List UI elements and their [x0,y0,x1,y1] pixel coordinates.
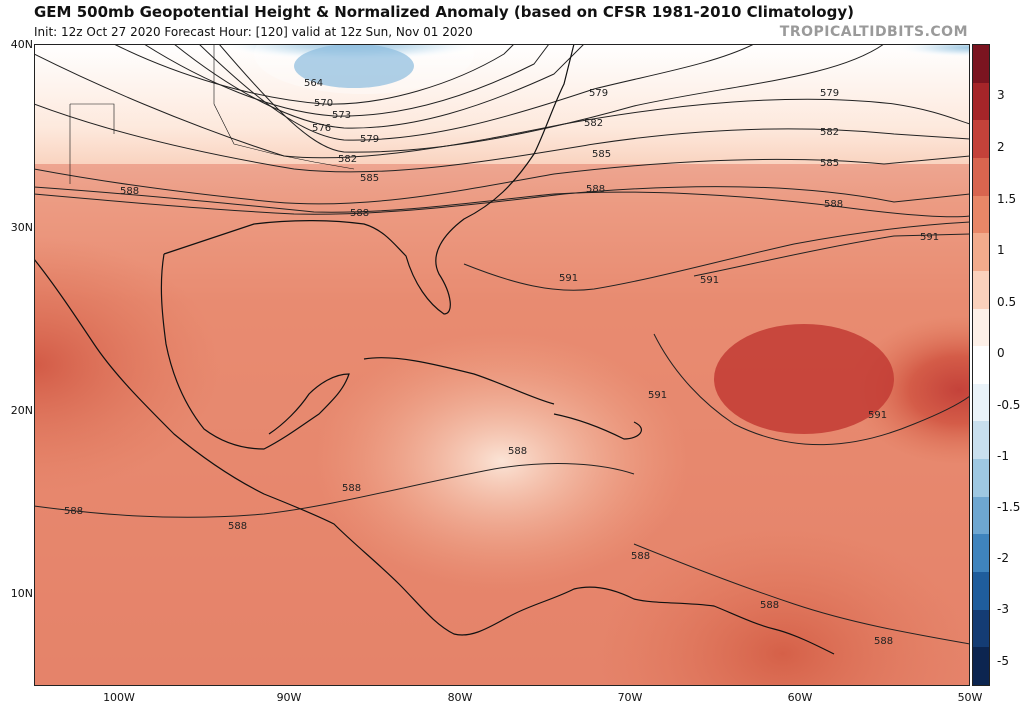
colorbar-label: 3 [997,88,1005,102]
colorbar-segment [973,308,989,347]
colorbar-segment [973,157,989,197]
lon-label: 100W [103,691,135,704]
colorbar-segment [973,82,989,121]
colorbar-label: 0 [997,346,1005,360]
colorbar-segment [973,270,989,310]
south-america-north-coast [513,586,835,655]
contour-label: 570 [314,98,333,109]
colorbar-segment [973,45,989,84]
height-contours [34,44,970,645]
contour-label: 588 [586,184,605,195]
contour-label: 588 [350,208,369,219]
colorbar-segment [973,421,989,460]
contour-label: 588 [342,483,361,494]
lon-label: 50W [957,691,983,704]
contour-label: 588 [64,506,83,517]
lon-label: 60W [787,691,813,704]
colorbar-segment [973,346,989,385]
contour-label: 588 [760,600,779,611]
lat-label: 10N [10,587,33,600]
contour-label: 585 [360,173,379,184]
contour-label: 591 [648,390,667,401]
colorbar-segment [973,233,989,272]
anomaly-map: 564 570 573 576 579 582 585 588 588 579 … [34,44,970,686]
contour-label: 591 [700,275,719,286]
cuba [363,357,555,405]
lat-label: 40N [10,38,33,51]
lat-label: 30N [10,221,33,234]
colorbar-segment [973,609,989,648]
colorbar-segment [973,383,989,422]
contour-label: 591 [559,273,578,284]
contour-label: 585 [592,149,611,160]
colorbar-label: 1.5 [997,192,1017,206]
colorbar-segment [973,195,989,234]
colorbar-segment [973,459,989,498]
map-subtitle: Init: 12z Oct 27 2020 Forecast Hour: [12… [34,25,473,39]
contour-label: 585 [820,158,839,169]
contour-label: 573 [332,110,351,121]
site-watermark: TROPICALTIDBITS.COM [779,24,968,40]
contour-label: 588 [631,551,650,562]
map-svg: 564 570 573 576 579 582 585 588 588 579 … [34,44,970,686]
contour-label: 588 [228,521,247,532]
colorbar-label: 0.5 [997,295,1017,309]
central-america-pacific-coast [34,258,515,636]
contour-label: 588 [120,186,139,197]
contour-label: 591 [920,232,939,243]
colorbar-label: -1 [997,449,1009,463]
contour-label: 582 [338,154,357,165]
contour-labels: 564 570 573 576 579 582 585 588 588 579 … [64,78,939,647]
lon-label: 80W [447,691,473,704]
colorbar-segment [973,534,989,573]
colorbar-label: -2 [997,551,1009,565]
us-gulf-east-coast [163,44,575,315]
contour-label: 579 [589,88,608,99]
map-title: GEM 500mb Geopotential Height & Normaliz… [34,3,854,21]
colorbar-label: -1.5 [997,500,1021,514]
colorbar-segment [973,120,989,159]
lon-label: 90W [276,691,302,704]
colorbar-segment [973,496,989,535]
hispaniola [553,413,642,440]
contour-label: 579 [820,88,839,99]
contour-label: 588 [824,199,843,210]
contour-label: 576 [312,123,331,134]
contour-label: 588 [508,446,527,457]
colorbar-label: -0.5 [997,398,1021,412]
mexico-gulf-coast [160,253,350,450]
colorbar-segment [973,572,989,611]
colorbar-label: 1 [997,243,1005,257]
colorbar-label: -3 [997,602,1009,616]
contour-label: 579 [360,134,379,145]
lat-label: 20N [10,404,33,417]
colorbar-segment [973,647,989,686]
anomaly-colorbar [972,44,990,686]
contour-label: 591 [868,410,887,421]
contour-label: 582 [820,127,839,138]
contour-label: 564 [304,78,323,89]
contour-label: 582 [584,118,603,129]
lon-label: 70W [617,691,643,704]
colorbar-label: -5 [997,654,1009,668]
contour-label: 588 [874,636,893,647]
coastlines [34,44,835,655]
colorbar-label: 2 [997,140,1005,154]
